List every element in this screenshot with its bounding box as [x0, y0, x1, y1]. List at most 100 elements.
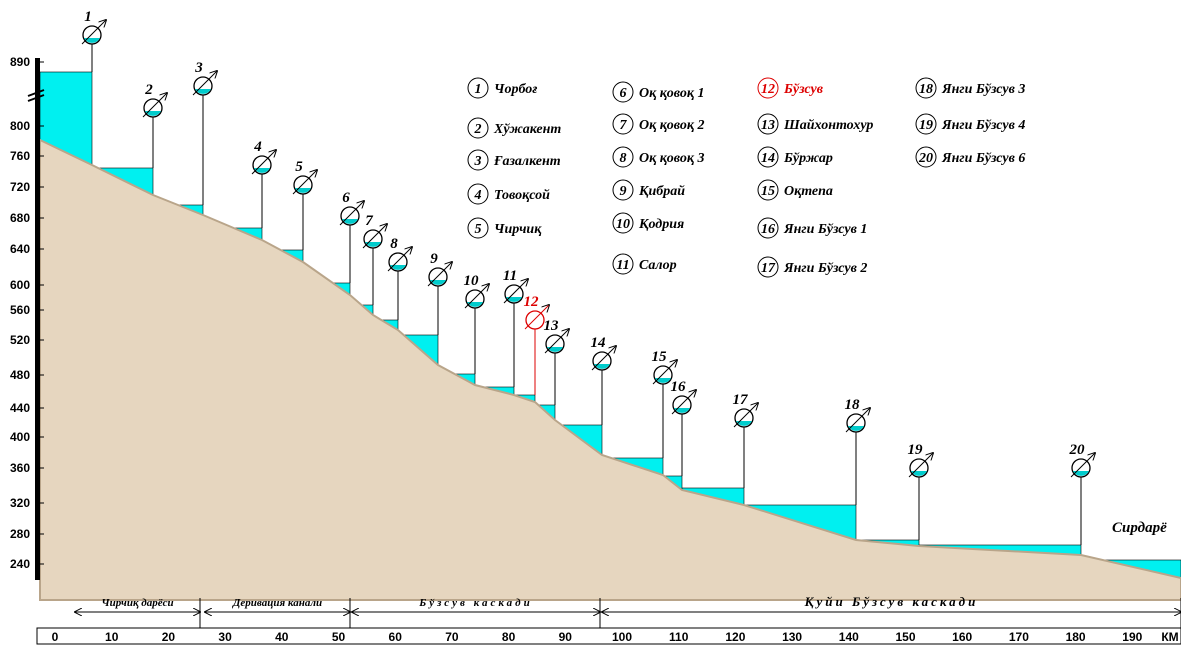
- legend-name: Янги Бўзсув 3: [941, 82, 1025, 97]
- y-label: 600: [10, 278, 30, 292]
- x-label: 160: [952, 630, 972, 644]
- station-number: 5: [295, 159, 303, 175]
- legend-name: Янги Бўзсув 2: [783, 261, 867, 276]
- legend-circle: [915, 77, 937, 99]
- legend-circle: [915, 146, 937, 168]
- legend-name: Янги Бўзсув 4: [941, 118, 1025, 133]
- turbine-fill: [547, 347, 563, 352]
- station-number: 11: [503, 268, 517, 284]
- x-label: 40: [275, 630, 289, 644]
- station-number: 4: [253, 139, 262, 155]
- turbine-fill: [365, 242, 381, 247]
- turbine-fill: [84, 38, 100, 43]
- x-label: 50: [332, 630, 346, 644]
- turbine-arrow: [524, 305, 549, 330]
- turbine-fill: [736, 421, 752, 426]
- x-scale-box: [36, 627, 1181, 645]
- station-number: 9: [430, 251, 438, 267]
- legend-number: 20: [918, 151, 933, 166]
- x-label: 20: [162, 630, 176, 644]
- legend-number: 9: [620, 184, 627, 199]
- legend-number: 6: [620, 86, 627, 101]
- legend-number: 4: [474, 188, 482, 203]
- section-label: Деривация канали: [232, 597, 322, 609]
- turbine-arrow: [1070, 453, 1095, 478]
- legend-number: 8: [620, 151, 627, 166]
- x-label: 90: [559, 630, 573, 644]
- legend-name: Қодрия: [638, 217, 684, 232]
- turbine-fill: [655, 378, 671, 383]
- legend-number: 12: [761, 82, 775, 97]
- legend-number: 13: [761, 118, 775, 133]
- y-label: 640: [10, 242, 30, 256]
- legend-circle: [612, 179, 634, 201]
- x-label: КМ: [1161, 630, 1178, 644]
- y-label: 890: [10, 55, 30, 69]
- x-label: 60: [389, 630, 403, 644]
- station-number: 16: [671, 379, 687, 395]
- legend-name: Шайхонтохур: [783, 118, 873, 133]
- section-label: Чирчиқ дарёси: [101, 597, 173, 609]
- legend-number: 3: [474, 154, 482, 169]
- turbine-fill: [295, 188, 311, 193]
- x-label: 150: [895, 630, 915, 644]
- turbine-fill: [145, 111, 161, 116]
- legend-circle: [757, 179, 779, 201]
- station-number: 1: [84, 9, 92, 25]
- legend-circle: [467, 77, 489, 99]
- legend-circle: [612, 146, 634, 168]
- x-label: 30: [218, 630, 232, 644]
- x-label: 170: [1009, 630, 1029, 644]
- y-label: 720: [10, 180, 30, 194]
- y-axis-bar: [35, 58, 40, 580]
- ground: [39, 138, 1181, 601]
- legend-number: 1: [475, 82, 482, 97]
- y-label: 360: [10, 461, 30, 475]
- legend-circle: [612, 113, 634, 135]
- turbine-arrow: [845, 408, 870, 433]
- y-label: 680: [10, 211, 30, 225]
- legend-circle: [757, 256, 779, 278]
- turbine-fill: [254, 168, 270, 173]
- turbine-arrow: [591, 346, 616, 371]
- legend-circle: [467, 217, 489, 239]
- turbine-fill: [506, 297, 522, 302]
- legend-name: Салор: [639, 258, 677, 273]
- turbine-arrow: [292, 170, 317, 195]
- turbine-arrow: [362, 224, 387, 249]
- x-label: 100: [612, 630, 632, 644]
- turbine-arrow: [339, 201, 364, 226]
- x-label: 70: [445, 630, 459, 644]
- station-number: 20: [1069, 442, 1086, 458]
- x-label: 0: [52, 630, 59, 644]
- legend-circle: [467, 183, 489, 205]
- legend-number: 15: [761, 184, 775, 199]
- section-label: Қуйи Бўзсув каскади: [804, 594, 979, 609]
- turbine: [525, 310, 545, 330]
- legend-name: Бўржар: [783, 151, 833, 166]
- legend-name: Янги Бўзсув 6: [941, 151, 1025, 166]
- turbine-fill: [674, 408, 690, 413]
- y-label: 800: [10, 119, 30, 133]
- turbine-arrow: [544, 329, 569, 354]
- turbine-fill: [430, 280, 446, 285]
- turbine-fill: [848, 426, 864, 431]
- legend-number: 10: [616, 217, 630, 232]
- legend-number: 5: [475, 222, 482, 237]
- x-label: 190: [1122, 630, 1142, 644]
- turbine-fill: [390, 265, 406, 270]
- turbine-fill: [594, 364, 610, 369]
- turbine-arrow: [652, 360, 677, 385]
- station-number: 2: [144, 82, 153, 98]
- turbine-fill: [195, 89, 211, 94]
- turbine-fill: [1073, 471, 1089, 476]
- legend-circle: [757, 113, 779, 135]
- legend-name: Оқ қовоқ 3: [639, 151, 704, 166]
- legend-number: 16: [761, 222, 775, 237]
- legend-name: Товоқсой: [494, 188, 550, 203]
- legend-name: Қибрай: [638, 184, 685, 199]
- legend-number: 18: [919, 82, 933, 97]
- legend-name: Бўзсув: [783, 82, 824, 97]
- legend-circle: [757, 217, 779, 239]
